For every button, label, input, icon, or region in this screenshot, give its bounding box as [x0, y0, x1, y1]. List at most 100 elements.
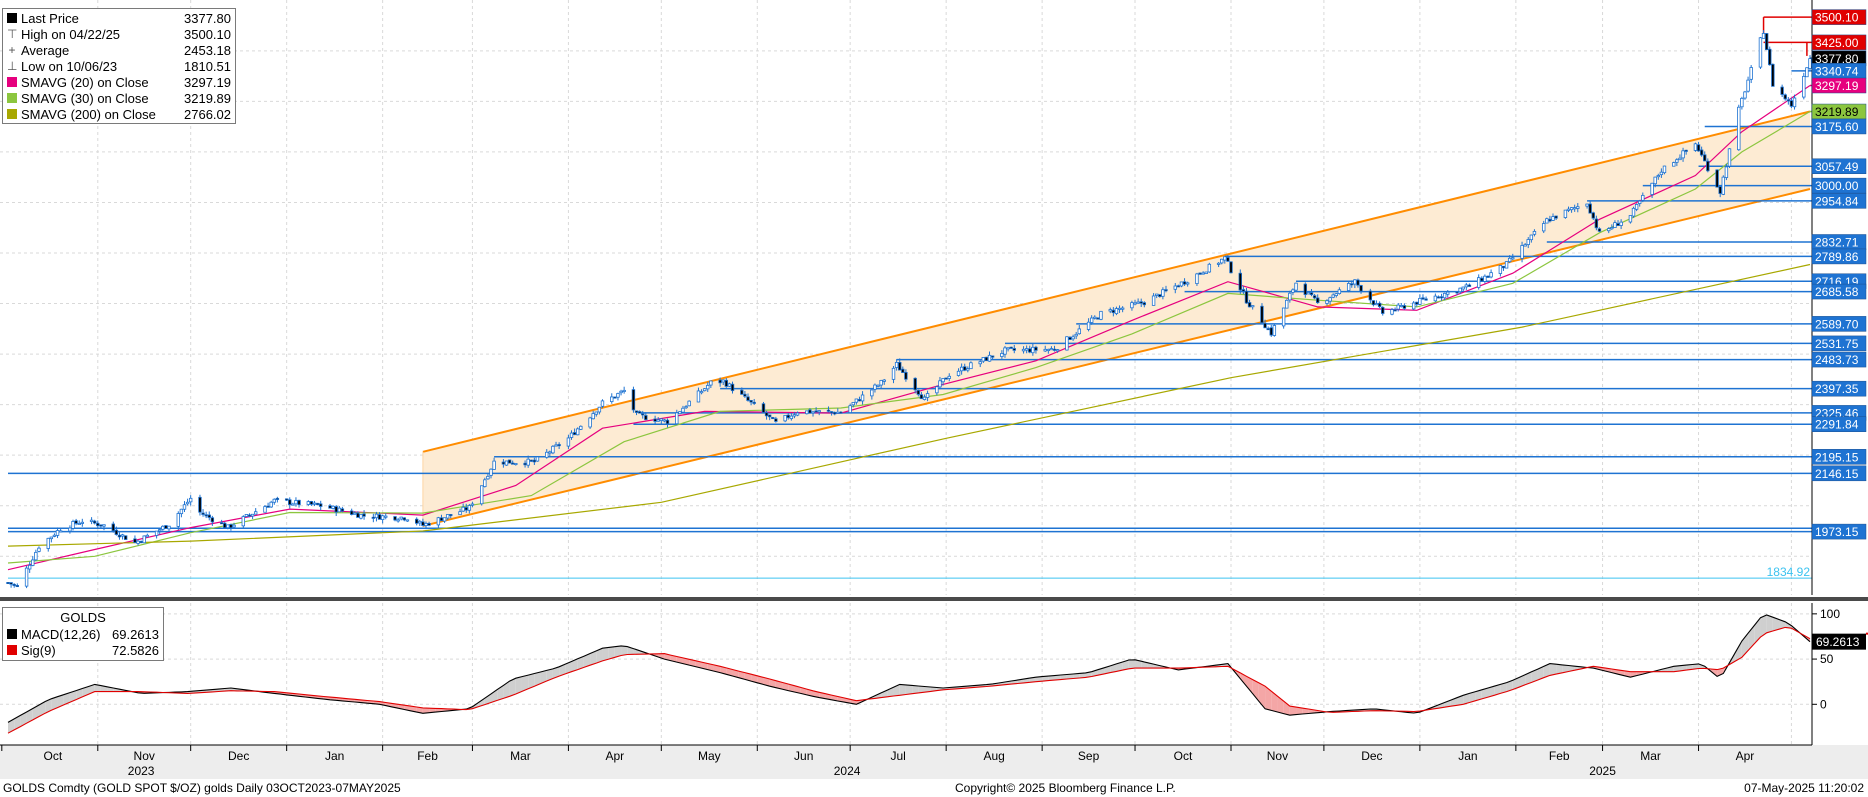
candle-body [665, 419, 670, 425]
candle-body [935, 386, 939, 394]
macd-diff-fill [1487, 686, 1495, 698]
candle-body [380, 515, 385, 520]
macd-diff-fill [546, 668, 553, 682]
candle-body [467, 505, 472, 511]
candle-body [179, 508, 184, 515]
candle-body [1743, 91, 1747, 99]
candle-body [1653, 176, 1657, 185]
candle-body [919, 394, 924, 400]
candle-body [1046, 348, 1051, 351]
candle-body [687, 400, 691, 407]
macd-diff-fill [1246, 676, 1253, 694]
candle-body [1563, 209, 1568, 218]
candle-body [808, 409, 812, 414]
macd-diff-fill [1679, 665, 1687, 671]
candle-body [461, 506, 465, 512]
macd-diff-fill [726, 667, 733, 677]
candle-body [1012, 348, 1016, 351]
candle-body [46, 537, 50, 549]
macd-diff-fill [8, 718, 15, 734]
candle-body [1411, 302, 1416, 310]
candle-body [1597, 228, 1602, 232]
level-tag: 2685.58 [1811, 283, 1867, 300]
macd-diff-fill [819, 692, 826, 699]
macd-diff-fill [1562, 664, 1569, 673]
timestamp: 07-May-2025 11:20:02 [1744, 781, 1864, 795]
candle-body [702, 388, 707, 392]
candle-body [1244, 290, 1249, 304]
candle-body [1532, 231, 1537, 235]
candle-body [1659, 171, 1664, 176]
legend-row-high: ⊤ High on 04/22/25 3500.10 [3, 26, 235, 42]
macd-diff-fill [1735, 640, 1742, 661]
macd-diff-fill [429, 708, 436, 713]
macd-diff-fill [682, 657, 690, 666]
candle-body [941, 378, 945, 383]
macd-swatch [7, 629, 17, 639]
candle-body [1501, 265, 1506, 269]
level-tag: 2483.73 [1811, 351, 1867, 368]
legend-row-sma30: SMAVG (30) on Close 3219.89 [3, 90, 235, 106]
price-axis: 1834.92 3500.10 3425.00 3377.803340.743297.… [1767, 0, 1867, 595]
candle-body [678, 411, 682, 415]
candle-body [1529, 234, 1534, 241]
level-tag-text: 3425.00 [1815, 36, 1859, 50]
month-tick-label: Nov [134, 749, 155, 763]
candle-body [1089, 317, 1094, 323]
macd-diff-fill [1760, 614, 1767, 638]
candle-body [102, 524, 106, 527]
level-tag-box [1811, 416, 1867, 432]
candle-body [458, 511, 462, 516]
candle-body [1783, 94, 1787, 100]
macd-diff-fill [751, 674, 758, 683]
candle-body [1699, 149, 1704, 156]
candle-body [1223, 256, 1227, 261]
level-tag-text: 2291.84 [1815, 418, 1859, 432]
macd-diff-fill [51, 696, 58, 711]
level-tag-text: 1973.15 [1815, 525, 1859, 539]
candle-body [241, 516, 246, 527]
macd-diff-fill [1543, 663, 1550, 678]
macd-diff-fill [1531, 669, 1538, 683]
candle-body [969, 362, 973, 370]
last-price-swatch [7, 13, 17, 23]
candle-body [349, 510, 354, 515]
candle-body [1548, 218, 1552, 222]
candle-body [944, 377, 948, 380]
candle-body [1334, 293, 1338, 296]
candle-body [641, 413, 645, 416]
macd-diff-fill [1079, 672, 1086, 678]
candle-body [142, 535, 146, 544]
macd-tick-label: 50 [1820, 652, 1834, 666]
candle-body [92, 520, 97, 524]
candle-body [1195, 273, 1199, 284]
candle-body [1096, 317, 1100, 320]
candle-body [77, 523, 81, 526]
level-tag: 2954.84 [1811, 193, 1867, 209]
macd-diff-fill [565, 661, 572, 674]
legend-label: Last Price [21, 10, 79, 26]
candle-body [1288, 292, 1292, 301]
moving-average-line [7, 110, 1811, 564]
candle-body [600, 400, 605, 407]
level-tag: 3057.49 [1811, 158, 1867, 175]
candle-body [68, 527, 72, 532]
macd-diff-fill [713, 664, 721, 673]
candle-body [402, 517, 407, 521]
candle-body [1216, 262, 1221, 265]
macd-diff-fill [1289, 706, 1297, 716]
candle-body [480, 485, 484, 505]
candle-body [1483, 275, 1487, 282]
candle-body [569, 432, 574, 438]
macd-diff-fill [775, 680, 783, 690]
candle-body [1461, 286, 1465, 290]
candle-body [829, 411, 834, 414]
macd-diff-fill [1265, 686, 1272, 711]
candle-body [1346, 283, 1351, 291]
macd-diff-fill [732, 669, 739, 678]
candle-body [740, 389, 744, 395]
macd-diff-fill [1457, 695, 1464, 706]
candle-body [1114, 308, 1119, 315]
candle-body [396, 519, 400, 522]
macd-diff-fill [1066, 673, 1074, 680]
